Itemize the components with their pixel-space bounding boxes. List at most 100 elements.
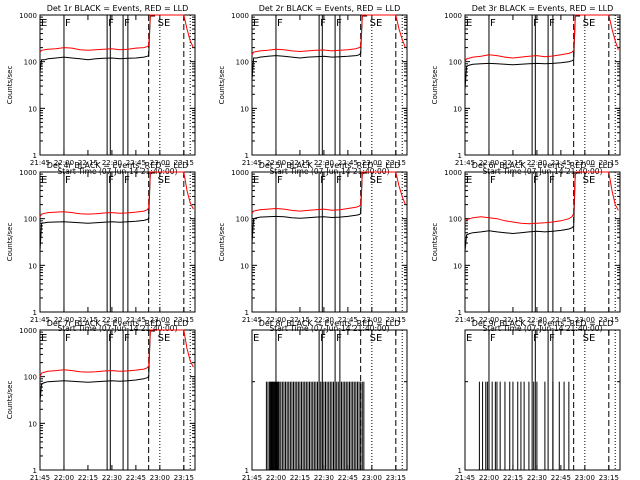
x-tick-label: 22:30 [102, 474, 122, 480]
x-tick-label: 22:45 [126, 316, 146, 324]
detector-panel-1: Det 1r BLACK = Events, RED = LLD 1 10 100 10… [6, 4, 196, 176]
series-line-events [251, 172, 368, 244]
x-tick-label: 21:45 [30, 316, 50, 324]
x-tick-label: 22:00 [54, 474, 74, 480]
x-tick-label: 22:00 [479, 159, 499, 167]
x-tick-label: 22:45 [551, 159, 571, 167]
flag-label: F [490, 18, 496, 29]
x-tick-label: 22:00 [54, 316, 74, 324]
x-tick-label: 21:45 [455, 159, 475, 167]
x-tick-label: 22:15 [503, 316, 523, 324]
flag-label: F [320, 18, 326, 29]
detector-panel-3: Det 3r BLACK = Events, RED = LLD 1 10 100 10… [431, 4, 621, 176]
x-tick-label: 21:45 [30, 474, 50, 480]
x-tick-label: 22:45 [551, 474, 571, 480]
y-tick-label: 1000 [231, 12, 249, 20]
flag-label: E [253, 175, 259, 186]
panel-title: Det 4r BLACK = Events, RED = LLD [47, 161, 189, 170]
y-tick-label: 1 [33, 309, 37, 317]
detector-panel-5: Det 5r BLACK = Events, RED = LLD 1 10 100 10… [218, 161, 408, 333]
flag-label: F [533, 175, 539, 186]
flag-label: F [549, 333, 555, 344]
y-tick-label: 10 [453, 105, 462, 113]
plot-frame [251, 171, 408, 313]
x-tick-label: 23:15 [174, 474, 194, 480]
x-tick-label: 22:45 [551, 316, 571, 324]
flag-label: E [466, 333, 472, 344]
flag-label: SE [370, 333, 383, 344]
flag-label: SE [370, 175, 383, 186]
y-tick-label: 1 [458, 152, 462, 160]
x-axis-label: Start Time (07-Jun-14 21:40:00) [58, 324, 178, 333]
x-tick-label: 22:15 [503, 474, 523, 480]
series-line-lld [464, 14, 619, 62]
flag-label: SE [158, 175, 171, 186]
x-tick-label: 21:45 [30, 159, 50, 167]
x-tick-label: 22:00 [266, 316, 286, 324]
y-tick-label: 100 [236, 216, 249, 224]
detector-panel-7: Det 7r BLACK = Events, RED = LLD 1 10 100 10… [6, 319, 196, 480]
series-line-lld [39, 14, 194, 53]
x-tick-label: 22:30 [102, 316, 122, 324]
plot-frame [464, 14, 621, 156]
flag-label: F [65, 18, 71, 29]
panel-title: Det 2r BLACK = Events, RED = LLD [259, 4, 401, 13]
x-tick-label: 21:45 [455, 316, 475, 324]
y-tick-label: 100 [449, 59, 462, 67]
x-tick-label: 23:00 [362, 159, 382, 167]
x-tick-label: 22:30 [314, 474, 334, 480]
flag-label: SE [583, 18, 596, 29]
flag-label: F [336, 333, 342, 344]
x-tick-label: 23:00 [150, 474, 170, 480]
x-tick-label: 22:30 [102, 159, 122, 167]
flag-label: E [41, 18, 47, 29]
series-line-lld [464, 171, 619, 225]
plot-frame [464, 171, 621, 313]
x-tick-label: 22:45 [126, 474, 146, 480]
x-tick-label: 22:45 [126, 159, 146, 167]
flag-label: F [124, 18, 130, 29]
x-tick-label: 23:00 [150, 316, 170, 324]
y-axis-label: Counts/sec [431, 223, 439, 262]
x-tick-label: 22:30 [314, 159, 334, 167]
x-tick-label: 21:45 [455, 474, 475, 480]
flag-label: E [41, 333, 47, 344]
x-tick-label: 23:00 [362, 474, 382, 480]
x-tick-label: 23:00 [575, 474, 595, 480]
x-tick-label: 23:15 [174, 159, 194, 167]
x-tick-label: 23:00 [575, 159, 595, 167]
x-tick-label: 23:15 [599, 474, 619, 480]
plot-frame [251, 14, 408, 156]
flag-label: F [490, 175, 496, 186]
x-tick-label: 22:15 [290, 316, 310, 324]
x-tick-label: 22:15 [78, 159, 98, 167]
y-tick-label: 1 [245, 152, 249, 160]
flag-label: SE [583, 175, 596, 186]
flag-label: F [336, 175, 342, 186]
panel-title: Det 7r BLACK = Events, RED = LLD [47, 319, 189, 328]
flag-label: E [41, 175, 47, 186]
x-tick-label: 22:15 [290, 474, 310, 480]
flag-label: F [277, 18, 283, 29]
y-axis-label: Counts/sec [218, 223, 226, 262]
flag-label: F [124, 175, 130, 186]
series-line-events [39, 330, 156, 402]
x-tick-label: 23:00 [150, 159, 170, 167]
x-tick-label: 22:00 [266, 474, 286, 480]
flag-label: F [320, 175, 326, 186]
detector-panel-6: Det 6r BLACK = Events, RED = LLD 1 10 100 10… [431, 161, 621, 333]
x-tick-label: 22:45 [338, 159, 358, 167]
y-tick-label: 100 [24, 59, 37, 67]
y-tick-label: 1000 [231, 169, 249, 177]
y-tick-label: 1 [458, 309, 462, 317]
flag-label: F [320, 333, 326, 344]
y-tick-label: 10 [240, 105, 249, 113]
series-line-events [251, 15, 368, 81]
plot-frame [251, 329, 408, 471]
x-tick-label: 22:30 [527, 474, 547, 480]
flag-label: E [253, 333, 259, 344]
flag-label: F [533, 333, 539, 344]
y-tick-label: 1 [245, 309, 249, 317]
y-tick-label: 100 [236, 59, 249, 67]
